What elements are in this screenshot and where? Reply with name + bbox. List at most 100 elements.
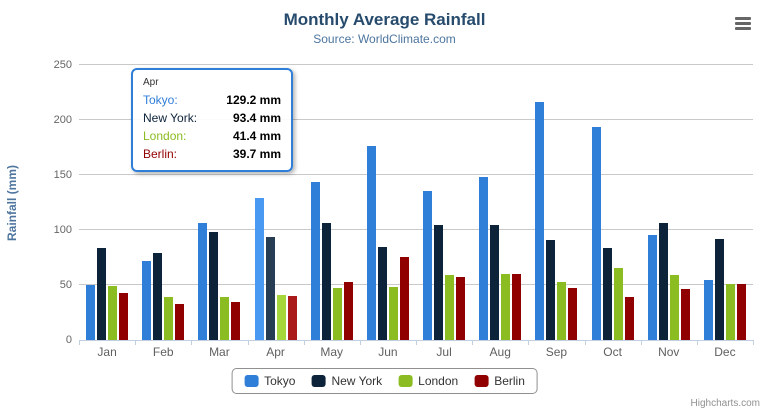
bar-london-dec[interactable]: [725, 283, 735, 340]
x-axis-tick: [79, 340, 80, 345]
bar-berlin-oct[interactable]: [624, 297, 634, 340]
gridline-250: [79, 64, 753, 65]
x-axis-tick: [416, 340, 417, 345]
legend-label: Tokyo: [264, 374, 296, 388]
legend-item-london[interactable]: London: [398, 374, 458, 388]
bar-london-jun[interactable]: [388, 286, 398, 340]
bar-new-york-jul[interactable]: [434, 224, 444, 340]
bar-tokyo-mar[interactable]: [198, 223, 208, 340]
bar-new-york-oct[interactable]: [602, 248, 612, 340]
x-axis-tick: [248, 340, 249, 345]
gridline-100: [79, 229, 753, 230]
x-axis-tick: [585, 340, 586, 345]
bar-tokyo-jan[interactable]: [86, 285, 96, 340]
bar-berlin-nov[interactable]: [680, 288, 690, 340]
bar-tokyo-may[interactable]: [310, 181, 320, 340]
legend-item-tokyo[interactable]: Tokyo: [244, 374, 295, 388]
export-menu-icon[interactable]: [733, 17, 753, 33]
chart-subtitle: Source: WorldClimate.com: [313, 32, 456, 46]
bar-london-aug[interactable]: [501, 274, 511, 340]
x-axis-tick: [304, 340, 305, 345]
tooltip-row-berlin: Berlin: 39.7 mm: [143, 145, 281, 163]
bar-tokyo-jul[interactable]: [423, 190, 433, 340]
legend-item-berlin[interactable]: Berlin: [474, 374, 525, 388]
plot-area: [79, 64, 754, 345]
bar-london-jul[interactable]: [445, 275, 455, 340]
x-tick-label-may: May: [320, 345, 344, 359]
bar-tokyo-aug[interactable]: [479, 176, 489, 340]
bar-new-york-aug[interactable]: [490, 225, 500, 340]
legend-swatch-london: [398, 375, 413, 387]
y-tick-label-200: 200: [53, 114, 72, 126]
tooltip-series-value: 41.4 mm: [232, 129, 281, 143]
y-axis-title: Rainfall (mm): [5, 165, 19, 242]
bar-london-feb[interactable]: [164, 297, 174, 340]
bar-london-jan[interactable]: [108, 286, 118, 340]
bar-new-york-apr[interactable]: [265, 237, 275, 340]
tooltip-series-label: Berlin:: [143, 147, 178, 161]
tooltip-series-value: 93.4 mm: [232, 111, 281, 125]
bar-berlin-mar[interactable]: [231, 302, 241, 340]
bar-berlin-jul[interactable]: [456, 276, 466, 340]
bar-new-york-dec[interactable]: [714, 238, 724, 340]
x-tick-label-jul: Jul: [436, 345, 452, 359]
x-axis-tick: [472, 340, 473, 345]
legend-label: New York: [331, 374, 383, 388]
x-tick-label-mar: Mar: [209, 345, 230, 359]
bar-new-york-jun[interactable]: [377, 247, 387, 340]
legend-swatch-new-york: [311, 375, 326, 387]
bar-new-york-jan[interactable]: [97, 248, 107, 340]
tooltip-row-london: London: 41.4 mm: [143, 127, 281, 145]
bar-berlin-apr[interactable]: [287, 296, 297, 340]
bar-london-oct[interactable]: [613, 268, 623, 340]
tooltip-series-label: New York:: [143, 111, 198, 125]
bar-london-nov[interactable]: [669, 274, 679, 340]
legend-label: Berlin: [494, 374, 525, 388]
tooltip-series-label: Tokyo:: [143, 93, 178, 107]
bar-berlin-may[interactable]: [343, 282, 353, 340]
x-tick-label-nov: Nov: [658, 345, 680, 359]
x-tick-label-dec: Dec: [714, 345, 736, 359]
bar-tokyo-jun[interactable]: [366, 146, 376, 340]
bar-new-york-nov[interactable]: [658, 222, 668, 340]
bar-tokyo-sep[interactable]: [535, 102, 545, 340]
bar-berlin-feb[interactable]: [175, 303, 185, 340]
credits-link[interactable]: Highcharts.com: [690, 398, 760, 409]
gridline-150: [79, 174, 753, 175]
hamburger-bar: [735, 27, 751, 30]
bar-tokyo-feb[interactable]: [142, 261, 152, 340]
x-axis-tick: [360, 340, 361, 345]
legend-swatch-berlin: [474, 375, 489, 387]
bar-berlin-dec[interactable]: [736, 283, 746, 340]
legend-item-new-york[interactable]: New York: [311, 374, 382, 388]
bar-tokyo-oct[interactable]: [591, 126, 601, 340]
y-tick-label-100: 100: [53, 224, 72, 236]
bar-london-sep[interactable]: [557, 282, 567, 340]
bar-tokyo-nov[interactable]: [647, 234, 657, 340]
x-tick-label-aug: Aug: [489, 345, 511, 359]
tooltip-header: Apr: [143, 77, 159, 88]
y-tick-label-250: 250: [53, 59, 72, 71]
bar-london-apr[interactable]: [276, 294, 286, 340]
tooltip: Apr Tokyo: 129.2 mm New York: 93.4 mm London…: [131, 68, 293, 172]
gridline-50: [79, 284, 753, 285]
bar-berlin-sep[interactable]: [568, 287, 578, 340]
bar-london-mar[interactable]: [220, 296, 230, 340]
x-axis-tick: [528, 340, 529, 345]
bar-tokyo-apr[interactable]: [254, 197, 264, 340]
bar-london-may[interactable]: [332, 288, 342, 340]
bar-new-york-sep[interactable]: [546, 239, 556, 340]
hamburger-bar: [735, 17, 751, 20]
tooltip-series-label: London:: [143, 129, 187, 143]
bar-new-york-mar[interactable]: [209, 231, 219, 340]
bar-berlin-jun[interactable]: [399, 256, 409, 340]
bar-berlin-jan[interactable]: [119, 293, 129, 340]
x-tick-label-jan: Jan: [97, 345, 117, 359]
x-tick-label-oct: Oct: [603, 345, 622, 359]
bar-new-york-may[interactable]: [321, 223, 331, 340]
bar-new-york-feb[interactable]: [153, 253, 163, 340]
bar-berlin-aug[interactable]: [512, 273, 522, 340]
bar-tokyo-dec[interactable]: [703, 280, 713, 340]
legend-swatch-tokyo: [244, 375, 259, 387]
